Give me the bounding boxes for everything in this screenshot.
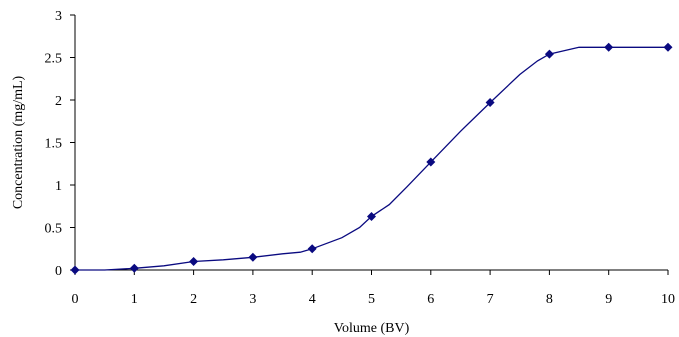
x-tick-label: 1 [131, 292, 138, 307]
x-tick-label: 3 [249, 292, 256, 307]
x-tick-label: 2 [190, 292, 197, 307]
x-tick-label: 10 [661, 292, 675, 307]
x-tick-label: 6 [427, 292, 434, 307]
y-tick-label: 2.5 [45, 52, 63, 67]
data-point-marker [544, 49, 554, 59]
series-line [75, 46, 668, 271]
data-point-marker [189, 257, 199, 266]
x-tick-label: 5 [368, 292, 375, 307]
y-tick-label: 0.5 [45, 222, 63, 237]
y-axis-title: Concentration (mg/mL) [11, 75, 26, 209]
y-tick-label: 0 [55, 264, 62, 279]
x-tick-label: 7 [487, 292, 494, 307]
x-tick-label: 0 [72, 292, 79, 307]
data-point-marker [248, 252, 258, 262]
data-point-marker [70, 265, 80, 275]
y-ticks: 0 0.5 1 1.5 2 2.5 3 [45, 9, 75, 279]
data-point-marker [367, 211, 376, 221]
data-point-marker [485, 98, 495, 108]
data-point-marker [426, 157, 436, 167]
axes [74, 15, 668, 271]
y-tick-label: 2 [55, 94, 62, 109]
x-ticks: 0 1 2 3 4 5 6 7 8 9 10 [72, 270, 675, 307]
series-markers [70, 42, 673, 275]
x-tick-label: 4 [309, 292, 316, 307]
x-axis-title: Volume (BV) [334, 321, 410, 336]
y-tick-label: 1 [55, 179, 62, 194]
data-point-marker [663, 42, 673, 52]
data-point-marker [604, 42, 614, 52]
y-tick-label: 1.5 [45, 137, 63, 152]
x-tick-label: 9 [605, 292, 612, 307]
data-point-marker [307, 244, 317, 254]
x-tick-label: 8 [546, 292, 553, 307]
data-point-marker [129, 263, 139, 273]
y-tick-label: 3 [55, 9, 62, 24]
